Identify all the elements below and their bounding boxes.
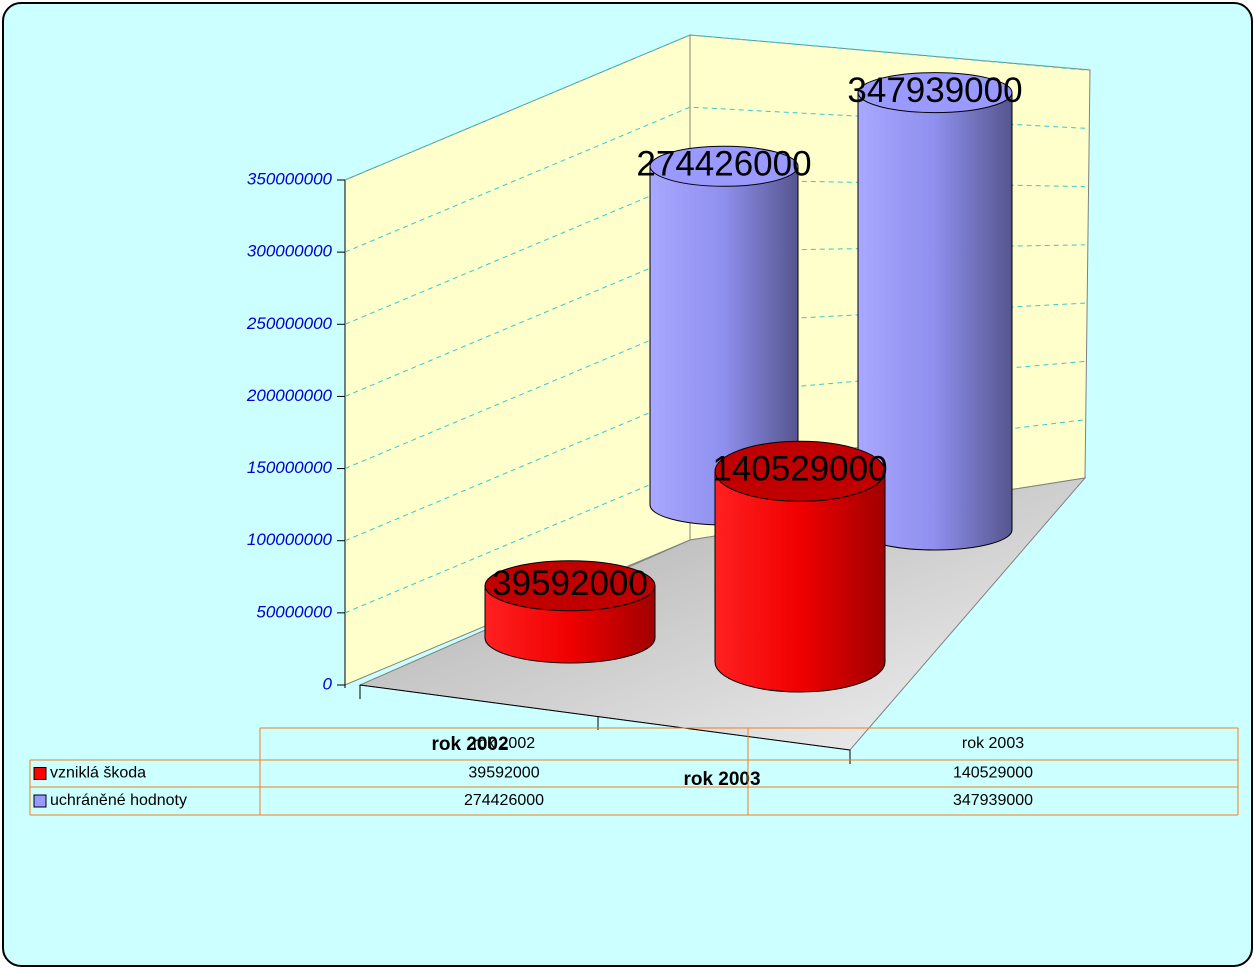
legend-swatch	[33, 794, 47, 808]
table-cell: 39592000	[468, 765, 539, 782]
table-cell: 347939000	[953, 792, 1033, 809]
cylinder-top	[649, 145, 799, 187]
value-label: 39592000	[492, 564, 648, 603]
cylinder-top	[714, 440, 886, 502]
value-label: 347939000	[847, 71, 1022, 110]
y-tick-label: 200000000	[246, 386, 333, 405]
value-label: 140529000	[712, 450, 887, 489]
y-tick-label: 250000000	[246, 314, 333, 333]
table-header: rok 2002	[473, 735, 535, 752]
table-header: rok 2003	[962, 735, 1024, 752]
legend-label: uchráněné hodnoty	[50, 792, 187, 809]
cylinder-body	[714, 470, 886, 693]
y-tick-label: 0	[323, 674, 333, 693]
x-tick-label: rok 2003	[683, 769, 760, 790]
data-table: rok 2002 rok 2003 vzniklá škoda 39592000 140…	[29, 727, 1239, 816]
x-axis	[359, 684, 851, 751]
legend-label: vzniklá škoda	[50, 765, 146, 782]
y-tick-label: 300000000	[247, 242, 333, 261]
table-cell: 274426000	[464, 792, 544, 809]
x-tick-label: rok 2002	[431, 734, 508, 755]
value-label: 274426000	[636, 145, 811, 184]
y-tick-label: 150000000	[247, 458, 333, 477]
legend-swatch	[33, 767, 47, 780]
y-tick-label: 50000000	[256, 602, 332, 621]
y-tick-label: 350000000	[247, 169, 333, 188]
table-cell: 140529000	[953, 765, 1033, 782]
cylinder-top	[484, 560, 656, 612]
cylinder-top	[857, 72, 1013, 114]
y-tick-label: 100000000	[247, 530, 333, 549]
